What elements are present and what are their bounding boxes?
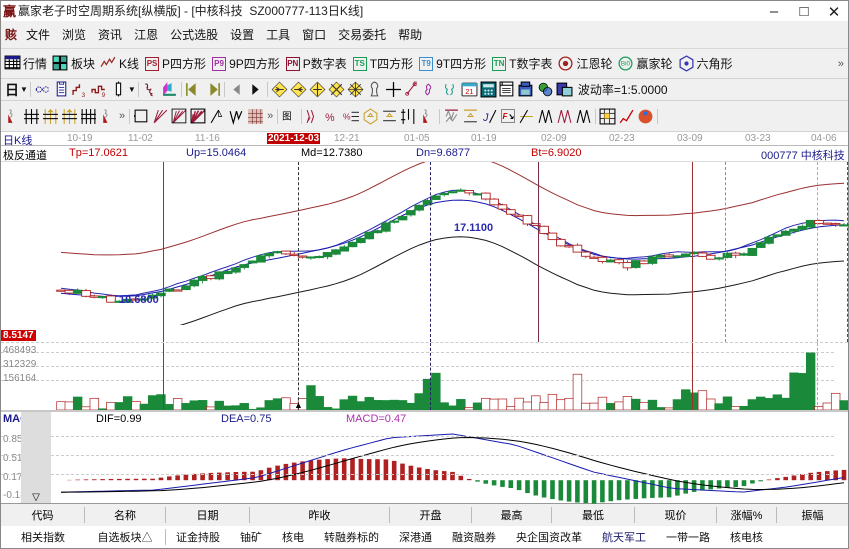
svg-text:Bi0: Bi0 [621,61,631,68]
svg-text:J: J [482,111,489,123]
svg-text:%: % [325,111,335,123]
svg-text:3: 3 [81,92,85,98]
svg-text:21: 21 [465,87,473,96]
svg-text:R: R [413,81,417,87]
svg-text:9: 9 [102,92,106,98]
svg-text:图: 图 [282,111,292,122]
svg-text:%: % [343,111,351,121]
